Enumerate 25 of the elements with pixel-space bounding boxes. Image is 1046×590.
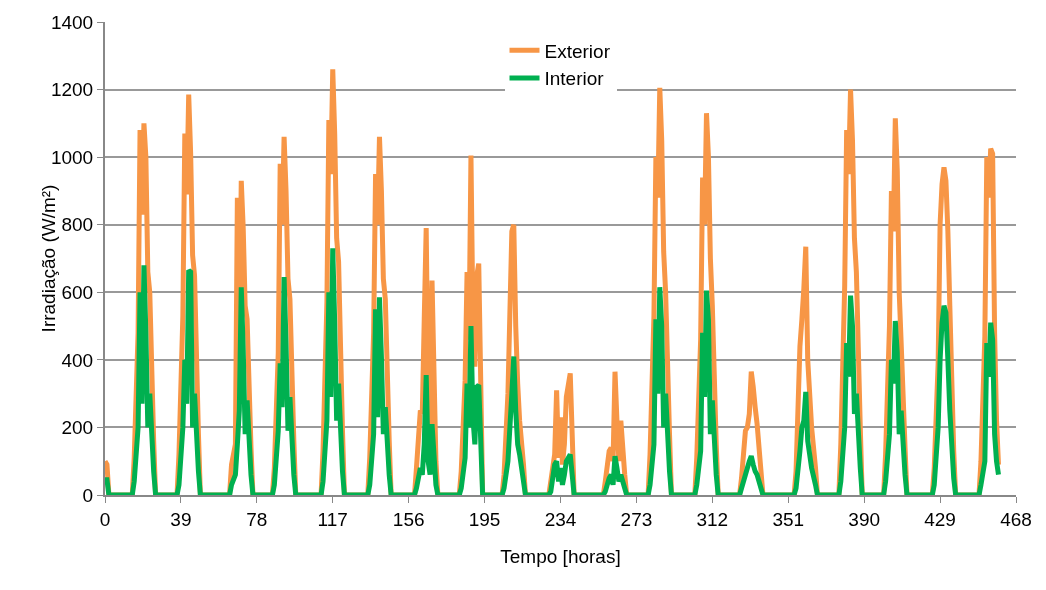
x-axis-title: Tempo [horas] [500, 546, 621, 567]
x-tick-label: 429 [924, 508, 956, 530]
x-tick-label: 117 [317, 508, 348, 530]
legend-label: Interior [544, 68, 605, 90]
x-tick-label: 156 [392, 508, 425, 530]
y-tick-label: 800 [61, 214, 94, 236]
y-tick-label: 200 [61, 417, 94, 439]
x-tick-label: 351 [772, 508, 805, 530]
y-tick-label: 400 [61, 349, 94, 371]
y-tick-label: 0 [82, 484, 94, 506]
y-tick-label: 1400 [50, 11, 94, 33]
x-tick-label: 39 [170, 508, 192, 530]
x-tick-label: 312 [696, 508, 729, 530]
x-tick-label: 0 [99, 508, 111, 530]
x-tick-label: 468 [1000, 508, 1032, 530]
x-tick-label: 195 [468, 508, 501, 530]
y-tick-label: 600 [61, 281, 94, 303]
x-tick-label: 390 [848, 508, 881, 530]
legend-label: Exterior [544, 40, 611, 62]
x-tick-label: 78 [246, 508, 268, 530]
x-tick-label: 234 [544, 508, 577, 530]
y-tick-label: 1200 [50, 79, 94, 101]
x-tick-label: 273 [620, 508, 653, 530]
y-axis-title: Irradiação (W/m²) [38, 184, 60, 333]
y-tick-label: 1000 [50, 146, 94, 168]
